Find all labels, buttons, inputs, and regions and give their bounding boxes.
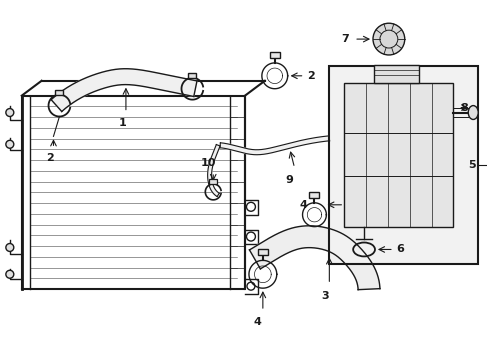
Polygon shape: [249, 226, 379, 290]
Polygon shape: [220, 136, 329, 155]
Ellipse shape: [372, 23, 404, 55]
Text: 6: 6: [395, 244, 403, 255]
Bar: [209, 179, 217, 184]
Ellipse shape: [6, 140, 14, 148]
Bar: [269, 52, 279, 58]
Text: 10: 10: [200, 158, 216, 168]
Polygon shape: [51, 69, 197, 112]
Bar: [373, 65, 418, 83]
Text: 9: 9: [285, 175, 293, 185]
Text: 3: 3: [321, 291, 328, 301]
Ellipse shape: [468, 105, 477, 120]
Text: 5: 5: [468, 160, 475, 170]
Bar: [309, 192, 319, 198]
Bar: [328, 66, 477, 264]
Bar: [257, 249, 267, 255]
Ellipse shape: [6, 109, 14, 117]
Polygon shape: [207, 145, 220, 197]
Bar: [188, 73, 196, 78]
Bar: [344, 83, 452, 227]
Text: 4: 4: [253, 317, 261, 327]
Text: 1: 1: [119, 118, 126, 129]
Text: 4: 4: [299, 200, 307, 210]
Text: 8: 8: [459, 103, 467, 113]
Ellipse shape: [6, 243, 14, 251]
Bar: [55, 90, 63, 95]
Text: 7: 7: [341, 34, 348, 44]
Text: 2: 2: [45, 153, 53, 163]
Ellipse shape: [6, 270, 14, 278]
Text: 2: 2: [307, 71, 315, 81]
